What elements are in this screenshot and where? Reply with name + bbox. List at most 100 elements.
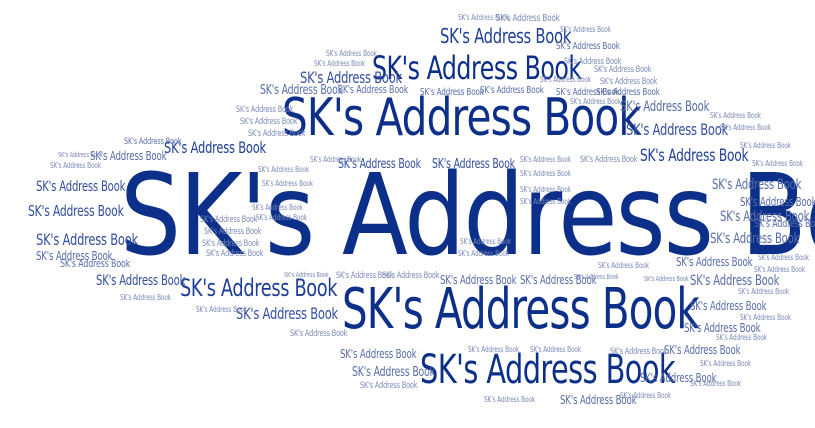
cloud-word: SK's Address Book [738, 287, 789, 296]
cloud-word: SK's Address Book [90, 149, 167, 163]
cloud-word: SK's Address Book [458, 13, 509, 22]
cloud-word: SK's Address Book [610, 347, 668, 357]
cloud-word: SK's Address Book [240, 117, 298, 127]
cloud-word: SK's Address Book [754, 217, 815, 230]
cloud-word: SK's Address Book [710, 111, 761, 120]
cloud-word: SK's Address Book [600, 77, 658, 87]
cloud-word: SK's Address Book [720, 209, 810, 225]
cloud-word: SK's Address Book [564, 57, 622, 67]
cloud-word: SK's Address Book [520, 169, 571, 178]
cloud-word: SK's Address Book [420, 347, 676, 393]
cloud-word: SK's Address Book [352, 365, 435, 380]
cloud-word: SK's Address Book [620, 99, 710, 115]
cloud-word: SK's Address Book [338, 157, 421, 172]
cloud-word: SK's Address Book [262, 179, 313, 188]
cloud-word: SK's Address Book [520, 197, 571, 206]
cloud-word: SK's Address Book [484, 395, 535, 404]
cloud-word: SK's Address Book [468, 345, 519, 354]
cloud-word: SK's Address Book [440, 24, 572, 48]
cloud-word: SK's Address Book [620, 391, 671, 400]
cloud-word: SK's Address Book [120, 151, 815, 281]
cloud-word: SK's Address Book [690, 379, 741, 388]
cloud-word: SK's Address Book [236, 304, 338, 323]
cloud-word: SK's Address Book [200, 215, 258, 225]
cloud-word: SK's Address Book [540, 75, 591, 84]
cloud-word: SK's Address Book [496, 13, 560, 24]
cloud-word: SK's Address Book [640, 146, 749, 166]
cloud-word: SK's Address Book [120, 293, 171, 302]
cloud-word: SK's Address Book [36, 179, 126, 195]
cloud-word: SK's Address Book [560, 25, 611, 34]
cloud-word: SK's Address Book [236, 105, 294, 115]
cloud-word: SK's Address Book [712, 177, 802, 193]
cloud-word: SK's Address Book [644, 275, 689, 283]
cloud-word: SK's Address Book [690, 273, 780, 289]
cloud-word: SK's Address Book [310, 155, 361, 164]
cloud-word: SK's Address Book [28, 202, 124, 220]
cloud-word: SK's Address Book [594, 65, 652, 75]
cloud-word: SK's Address Book [180, 274, 338, 302]
cloud-word: SK's Address Book [258, 165, 309, 174]
cloud-word: SK's Address Book [480, 85, 544, 96]
cloud-word: SK's Address Book [342, 277, 700, 342]
cloud-word: SK's Address Book [260, 83, 343, 98]
cloud-word: SK's Address Book [336, 271, 394, 281]
cloud-word: SK's Address Book [740, 313, 791, 322]
cloud-word: SK's Address Book [284, 271, 329, 279]
cloud-word: SK's Address Book [96, 273, 186, 289]
cloud-word: SK's Address Book [458, 249, 509, 258]
cloud-word: SK's Address Book [556, 87, 620, 98]
cloud-word: SK's Address Book [520, 155, 571, 164]
cloud-word: SK's Address Book [684, 321, 761, 335]
cloud-word: SK's Address Book [716, 333, 767, 342]
cloud-word: SK's Address Book [580, 155, 638, 165]
cloud-word: SK's Address Book [530, 345, 581, 354]
cloud-word: SK's Address Book [252, 203, 303, 212]
cloud-word: SK's Address Book [598, 261, 649, 270]
cloud-word: SK's Address Book [164, 138, 266, 157]
cloud-word: SK's Address Book [314, 59, 365, 68]
cloud-word: SK's Address Book [574, 273, 619, 281]
cloud-word: SK's Address Book [360, 381, 418, 391]
cloud-word: SK's Address Book [124, 137, 182, 147]
cloud-word: SK's Address Book [300, 68, 402, 87]
cloud-word: SK's Address Book [338, 83, 409, 96]
cloud-word: SK's Address Book [664, 343, 741, 357]
cloud-word: SK's Address Book [676, 255, 753, 269]
cloud-word: SK's Address Book [640, 371, 717, 385]
cloud-word: SK's Address Book [440, 273, 517, 287]
cloud-word: SK's Address Book [36, 230, 138, 249]
cloud-word: SK's Address Book [700, 359, 751, 368]
cloud-word: SK's Address Book [248, 129, 306, 139]
cloud-word: SK's Address Book [50, 161, 101, 170]
cloud-word: SK's Address Book [740, 195, 815, 209]
cloud-word: SK's Address Book [754, 265, 805, 274]
cloud-word: SK's Address Book [256, 213, 307, 222]
cloud-word: SK's Address Book [420, 87, 484, 98]
cloud-word: SK's Address Book [520, 273, 597, 287]
cloud-word: SK's Address Book [720, 123, 771, 132]
cloud-word: SK's Address Book [36, 249, 113, 263]
cloud-word: SK's Address Book [520, 185, 571, 194]
cloud-word: SK's Address Book [690, 299, 767, 313]
cloud-word: SK's Address Book [290, 329, 348, 339]
cloud-word: SK's Address Book [570, 97, 621, 106]
cloud-word: SK's Address Book [740, 141, 791, 150]
cloud-word: SK's Address Book [560, 393, 637, 407]
cloud-word: SK's Address Book [596, 87, 660, 98]
cloud-word: SK's Address Book [340, 347, 417, 361]
cloud-word: SK's Address Book [432, 157, 515, 172]
cloud-word: SK's Address Book [758, 253, 809, 262]
cloud-word: SK's Address Book [382, 271, 440, 281]
cloud-word: SK's Address Book [204, 227, 262, 237]
cloud-word: SK's Address Book [372, 49, 582, 87]
cloud-word: SK's Address Book [60, 257, 131, 270]
cloud-word: SK's Address Book [626, 120, 728, 139]
cloud-word: SK's Address Book [460, 237, 511, 246]
cloud-word: SK's Address Book [196, 305, 247, 314]
cloud-word: SK's Address Book [202, 239, 260, 249]
cloud-word: SK's Address Book [58, 151, 103, 159]
cloud-word: SK's Address Book [326, 49, 377, 58]
cloud-word: SK's Address Book [752, 159, 803, 168]
